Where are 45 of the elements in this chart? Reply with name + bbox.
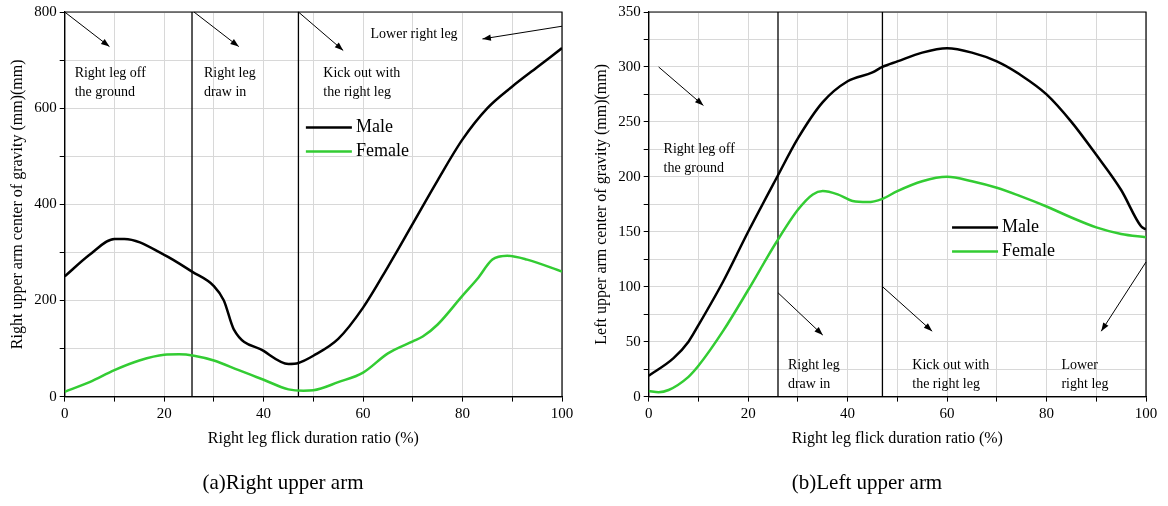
y-tick-label: 300 (618, 57, 641, 74)
legend-label: Female (355, 140, 409, 161)
x-tick-label: 40 (256, 404, 272, 421)
y-tick-label: 600 (34, 99, 57, 116)
y-tick-label: 50 (625, 332, 641, 349)
y-tick-label: 150 (618, 222, 641, 239)
y-tick-label: 800 (34, 2, 57, 19)
y-tick-label: 200 (618, 167, 641, 184)
annotation: Lower right leg (1061, 356, 1109, 391)
legend-label: Female (1002, 240, 1056, 261)
line-series (648, 175, 1146, 394)
x-tick-label: 80 (1039, 404, 1055, 421)
annotation: Right leg draw in (203, 64, 256, 99)
annotation: Lower right leg (370, 26, 458, 42)
annotation: Right leg off the ground (663, 141, 736, 176)
legend-label: Male (355, 116, 393, 137)
annotation: Right leg off the ground (74, 64, 147, 99)
x-tick-label: 60 (355, 404, 371, 421)
x-axis-title: Right leg flick duration ratio (%) (207, 429, 419, 448)
annotation: Kick out with the right leg (323, 64, 401, 99)
x-tick-label: 60 (939, 404, 955, 421)
x-axis-title: Right leg flick duration ratio (%) (791, 429, 1003, 448)
x-tick-label: 0 (644, 404, 653, 421)
x-tick-label: 100 (550, 404, 574, 421)
y-tick-label: 350 (618, 2, 641, 19)
x-tick-label: 20 (156, 404, 172, 421)
text: (a)Right upper arm (202, 469, 364, 494)
x-tick-label: 0 (60, 404, 69, 421)
text: (b)Left upper arm (791, 469, 943, 494)
legend-label: Male (1002, 216, 1040, 237)
annotation: Kick out with the right leg (912, 356, 990, 391)
annotation: Right leg draw in (787, 356, 840, 391)
x-tick-label: 20 (740, 404, 756, 421)
line-series (64, 254, 562, 394)
y-tick-label: 400 (34, 195, 57, 212)
x-tick-label: 80 (455, 404, 471, 421)
y-tick-label: 200 (34, 291, 57, 308)
y-axis-title: Right upper arm center of gravity (mm)(mm) (7, 59, 26, 350)
y-tick-label: 250 (618, 112, 641, 129)
x-tick-label: 100 (1134, 404, 1158, 421)
y-axis-title: Left upper arm center of gravity (mm)(mm) (591, 63, 610, 345)
y-tick-label: 0 (633, 387, 641, 404)
y-tick-label: 100 (618, 277, 641, 294)
y-tick-label: 0 (49, 387, 57, 404)
x-tick-label: 40 (840, 404, 856, 421)
